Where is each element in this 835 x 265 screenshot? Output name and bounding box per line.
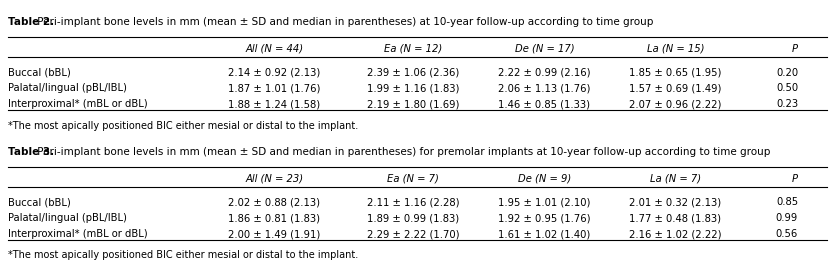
Text: 0.56: 0.56 bbox=[776, 229, 798, 239]
Text: 2.11 ± 1.16 (2.28): 2.11 ± 1.16 (2.28) bbox=[367, 197, 459, 207]
Text: 1.61 ± 1.02 (1.40): 1.61 ± 1.02 (1.40) bbox=[498, 229, 590, 239]
Text: 2.07 ± 0.96 (2.22): 2.07 ± 0.96 (2.22) bbox=[629, 99, 721, 109]
Text: 1.92 ± 0.95 (1.76): 1.92 ± 0.95 (1.76) bbox=[498, 213, 590, 223]
Text: 0.50: 0.50 bbox=[776, 83, 798, 94]
Text: Peri-implant bone levels in mm (mean ± SD and median in parentheses) at 10-year : Peri-implant bone levels in mm (mean ± S… bbox=[34, 17, 654, 27]
Text: 1.77 ± 0.48 (1.83): 1.77 ± 0.48 (1.83) bbox=[630, 213, 721, 223]
Text: 1.57 ± 0.69 (1.49): 1.57 ± 0.69 (1.49) bbox=[629, 83, 721, 94]
Text: Buccal (bBL): Buccal (bBL) bbox=[8, 68, 71, 78]
Text: Interproximal* (mBL or dBL): Interproximal* (mBL or dBL) bbox=[8, 229, 148, 239]
Text: 2.00 ± 1.49 (1.91): 2.00 ± 1.49 (1.91) bbox=[228, 229, 321, 239]
Text: Buccal (bBL): Buccal (bBL) bbox=[8, 197, 71, 207]
Text: 1.88 ± 1.24 (1.58): 1.88 ± 1.24 (1.58) bbox=[228, 99, 321, 109]
Text: 0.85: 0.85 bbox=[776, 197, 798, 207]
Text: 2.14 ± 0.92 (2.13): 2.14 ± 0.92 (2.13) bbox=[228, 68, 321, 78]
Text: 2.22 ± 0.99 (2.16): 2.22 ± 0.99 (2.16) bbox=[498, 68, 590, 78]
Text: 2.16 ± 1.02 (2.22): 2.16 ± 1.02 (2.22) bbox=[629, 229, 721, 239]
Text: *The most apically positioned BIC either mesial or distal to the implant.: *The most apically positioned BIC either… bbox=[8, 250, 358, 260]
Text: 1.95 ± 1.01 (2.10): 1.95 ± 1.01 (2.10) bbox=[498, 197, 590, 207]
Text: All (N = 23): All (N = 23) bbox=[245, 174, 303, 184]
Text: De (N = 17): De (N = 17) bbox=[514, 44, 574, 54]
Text: 2.19 ± 1.80 (1.69): 2.19 ± 1.80 (1.69) bbox=[367, 99, 459, 109]
Text: 2.02 ± 0.88 (2.13): 2.02 ± 0.88 (2.13) bbox=[228, 197, 321, 207]
Text: 2.39 ± 1.06 (2.36): 2.39 ± 1.06 (2.36) bbox=[367, 68, 459, 78]
Text: 1.85 ± 0.65 (1.95): 1.85 ± 0.65 (1.95) bbox=[629, 68, 721, 78]
Text: 0.99: 0.99 bbox=[776, 213, 798, 223]
Text: Palatal/lingual (pBL/IBL): Palatal/lingual (pBL/IBL) bbox=[8, 213, 127, 223]
Text: 2.01 ± 0.32 (2.13): 2.01 ± 0.32 (2.13) bbox=[630, 197, 721, 207]
Text: Table 2.: Table 2. bbox=[8, 17, 54, 27]
Text: Peri-implant bone levels in mm (mean ± SD and median in parentheses) for premola: Peri-implant bone levels in mm (mean ± S… bbox=[34, 147, 771, 157]
Text: 2.06 ± 1.13 (1.76): 2.06 ± 1.13 (1.76) bbox=[498, 83, 590, 94]
Text: Palatal/lingual (pBL/IBL): Palatal/lingual (pBL/IBL) bbox=[8, 83, 127, 94]
Text: 1.99 ± 1.16 (1.83): 1.99 ± 1.16 (1.83) bbox=[367, 83, 459, 94]
Text: 0.23: 0.23 bbox=[776, 99, 798, 109]
Text: All (N = 44): All (N = 44) bbox=[245, 44, 303, 54]
Text: 1.86 ± 0.81 (1.83): 1.86 ± 0.81 (1.83) bbox=[228, 213, 321, 223]
Text: Ea (N = 7): Ea (N = 7) bbox=[387, 174, 439, 184]
Text: 2.29 ± 2.22 (1.70): 2.29 ± 2.22 (1.70) bbox=[367, 229, 459, 239]
Text: 1.46 ± 0.85 (1.33): 1.46 ± 0.85 (1.33) bbox=[498, 99, 590, 109]
Text: *The most apically positioned BIC either mesial or distal to the implant.: *The most apically positioned BIC either… bbox=[8, 121, 358, 131]
Text: Interproximal* (mBL or dBL): Interproximal* (mBL or dBL) bbox=[8, 99, 148, 109]
Text: P: P bbox=[792, 174, 798, 184]
Text: 0.20: 0.20 bbox=[776, 68, 798, 78]
Text: P: P bbox=[792, 44, 798, 54]
Text: La (N = 15): La (N = 15) bbox=[646, 44, 704, 54]
Text: Ea (N = 12): Ea (N = 12) bbox=[384, 44, 443, 54]
Text: 1.87 ± 1.01 (1.76): 1.87 ± 1.01 (1.76) bbox=[228, 83, 321, 94]
Text: De (N = 9): De (N = 9) bbox=[518, 174, 571, 184]
Text: La (N = 7): La (N = 7) bbox=[650, 174, 701, 184]
Text: Table 3.: Table 3. bbox=[8, 147, 54, 157]
Text: 1.89 ± 0.99 (1.83): 1.89 ± 0.99 (1.83) bbox=[367, 213, 459, 223]
